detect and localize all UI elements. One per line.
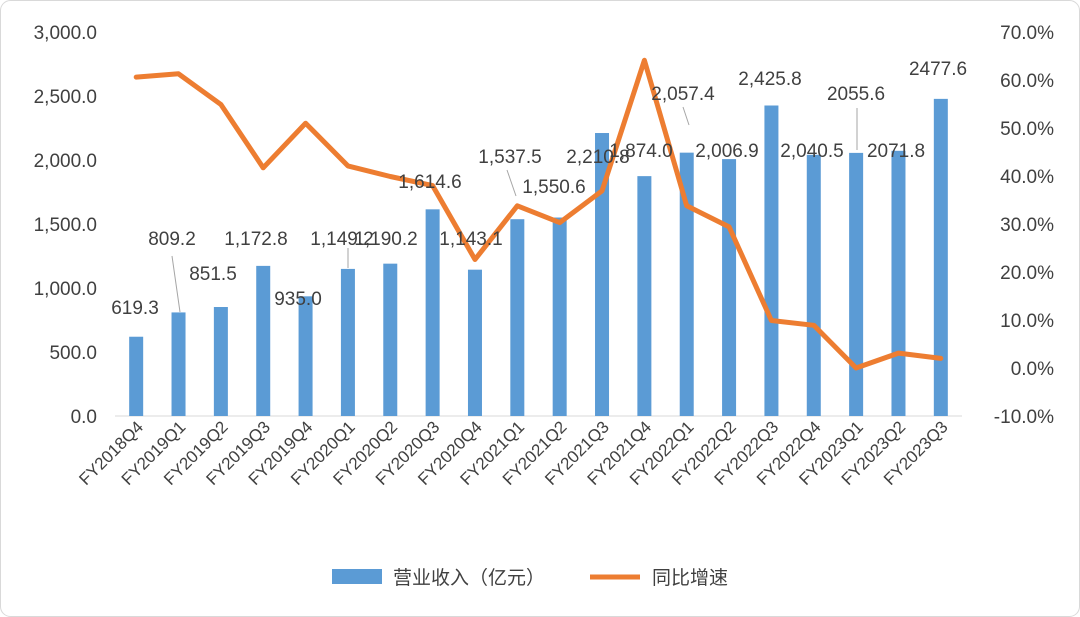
right-axis-tick-label: 20.0% (1000, 263, 1054, 284)
right-axis-tick-label: 40.0% (1000, 167, 1054, 188)
right-axis-tick-label: 70.0% (1000, 23, 1054, 44)
growth-line (133, 57, 944, 371)
revenue-data-label: 1,550.6 (522, 177, 585, 198)
leader-line (171, 255, 181, 313)
revenue-bar (637, 176, 652, 416)
legend-label-growth: 同比增速 (652, 567, 728, 589)
revenue-bar (171, 312, 186, 416)
revenue-bar (849, 152, 864, 417)
legend-swatch-revenue (332, 569, 382, 584)
revenue-bar (806, 154, 821, 417)
right-axis-tick-label: 30.0% (1000, 215, 1054, 236)
revenue-data-label: 2055.6 (827, 84, 885, 105)
revenue-bar (383, 263, 398, 416)
revenue-bars (129, 98, 948, 417)
right-axis-tick-label: 60.0% (1000, 71, 1054, 92)
revenue-data-label: 2071.8 (867, 141, 925, 162)
left-axis-tick-label: 2,000.0 (34, 151, 97, 172)
revenue-bar (679, 152, 694, 416)
right-axis-ticks: -10.0% 0.0% 10.0% 20.0% 30.0% 40.0% 50.0% 60.0%… (994, 23, 1054, 428)
right-axis-tick-label: 10.0% (1000, 311, 1054, 332)
left-axis-tick-label: 500.0 (49, 343, 97, 364)
right-axis-tick-label: 0.0% (1011, 359, 1054, 380)
revenue-bar (213, 307, 228, 416)
revenue-data-label: 1,537.5 (478, 147, 541, 168)
revenue-data-label: 2477.6 (909, 59, 967, 80)
revenue-data-label: 1,143.1 (439, 229, 502, 250)
legend-label-revenue: 营业收入（亿元） (393, 567, 545, 589)
revenue-data-label: 2,006.9 (695, 141, 758, 162)
legend: 营业收入（亿元） 同比增速 (332, 567, 728, 589)
revenue-bar (425, 209, 440, 416)
revenue-bar (340, 268, 355, 416)
revenue-bar (722, 159, 737, 416)
revenue-bar (764, 105, 779, 417)
revenue-bar (129, 336, 144, 416)
revenue-data-label: 809.2 (148, 229, 196, 250)
revenue-bar (298, 296, 313, 416)
left-axis-tick-label: 3,000.0 (34, 23, 97, 44)
revenue-data-label: 2,057.4 (651, 84, 715, 105)
leader-line (506, 169, 517, 197)
revenue-data-label: 2,210.8 (566, 147, 629, 168)
revenue-data-label: 1,614.6 (398, 172, 461, 193)
revenue-data-label: 1,190.2 (354, 229, 417, 250)
right-axis-tick-label: 50.0% (1000, 119, 1054, 140)
revenue-data-label: 2,040.5 (780, 141, 843, 162)
right-axis-tick-label: -10.0% (994, 407, 1054, 428)
revenue-bar (552, 217, 567, 416)
revenue-bar (595, 133, 610, 417)
revenue-bar (510, 219, 525, 416)
left-axis-tick-label: 1,000.0 (34, 279, 97, 300)
revenue-bar (467, 269, 482, 416)
revenue-data-label: 1,874.0 (609, 141, 672, 162)
revenue-bar (256, 265, 271, 416)
revenue-data-label: 1,149.2 (310, 229, 373, 250)
revenue-data-label: 935.0 (274, 289, 322, 310)
revenue-data-label: 2,425.8 (738, 69, 801, 90)
left-axis-tick-label: 2,500.0 (34, 87, 97, 108)
growth-line-series (133, 57, 944, 371)
data-label-leader-lines (171, 106, 858, 313)
revenue-data-labels: 619.3 809.2 851.5 1,172.8 935.0 1,149.21,190.… (111, 59, 967, 319)
left-axis-ticks: 0.0 500.0 1,000.0 1,500.0 2,000.0 2,500.0 3,00… (34, 23, 97, 428)
left-axis-tick-label: 1,500.0 (34, 215, 97, 236)
revenue-data-label: 1,172.8 (224, 229, 287, 250)
leader-line (682, 106, 690, 126)
revenue-bar (891, 150, 906, 416)
revenue-data-label: 851.5 (189, 264, 237, 285)
left-axis-tick-label: 0.0 (71, 407, 97, 428)
revenue-bar (933, 98, 948, 417)
revenue-data-label: 619.3 (111, 298, 159, 319)
